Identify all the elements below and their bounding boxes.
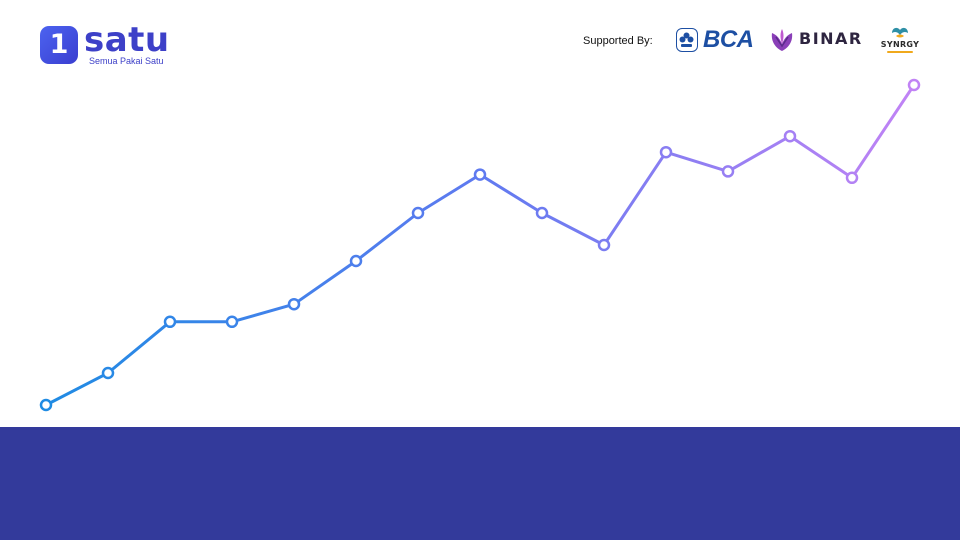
- data-point: [845, 171, 859, 185]
- brand-name: satu: [84, 20, 170, 60]
- satu-logo-icon: 1: [40, 26, 78, 64]
- synrgy-emblem-icon: [892, 27, 908, 38]
- sponsors-bar: Supported By: BCA BINAR SYNRGY: [583, 24, 933, 60]
- data-point: [597, 238, 611, 252]
- data-point: [473, 168, 487, 181]
- data-point: [39, 398, 53, 412]
- chart-series-layer: [39, 78, 921, 412]
- binar-wordmark: BINAR: [799, 29, 863, 48]
- satu-logo-glyph: 1: [49, 29, 69, 60]
- data-point: [659, 145, 673, 159]
- data-point: [101, 366, 115, 380]
- data-point: [349, 254, 363, 268]
- synrgy-logo: SYNRGY: [877, 24, 923, 58]
- data-point: [783, 129, 797, 143]
- binar-logo: BINAR: [769, 27, 865, 55]
- footer-band: [0, 427, 960, 540]
- data-point: [163, 315, 177, 329]
- brand-logo: 1 satu Semua Pakai Satu: [40, 20, 180, 70]
- binar-emblem-icon: [771, 29, 793, 51]
- bca-emblem-icon: [676, 28, 698, 52]
- trend-chart: [39, 78, 921, 412]
- data-point: [535, 206, 549, 220]
- data-point: [721, 165, 735, 178]
- bca-wordmark: BCA: [703, 26, 754, 53]
- bca-logo: BCA: [676, 26, 754, 54]
- data-point: [907, 78, 921, 92]
- data-point: [287, 297, 301, 311]
- supported-by-label: Supported By:: [583, 35, 653, 47]
- brand-tagline: Semua Pakai Satu: [89, 56, 164, 66]
- data-point: [411, 206, 425, 220]
- synrgy-wordmark: SYNRGY: [880, 40, 920, 49]
- data-point: [225, 315, 239, 329]
- synrgy-underline: [877, 51, 923, 53]
- series-line: [44, 83, 916, 407]
